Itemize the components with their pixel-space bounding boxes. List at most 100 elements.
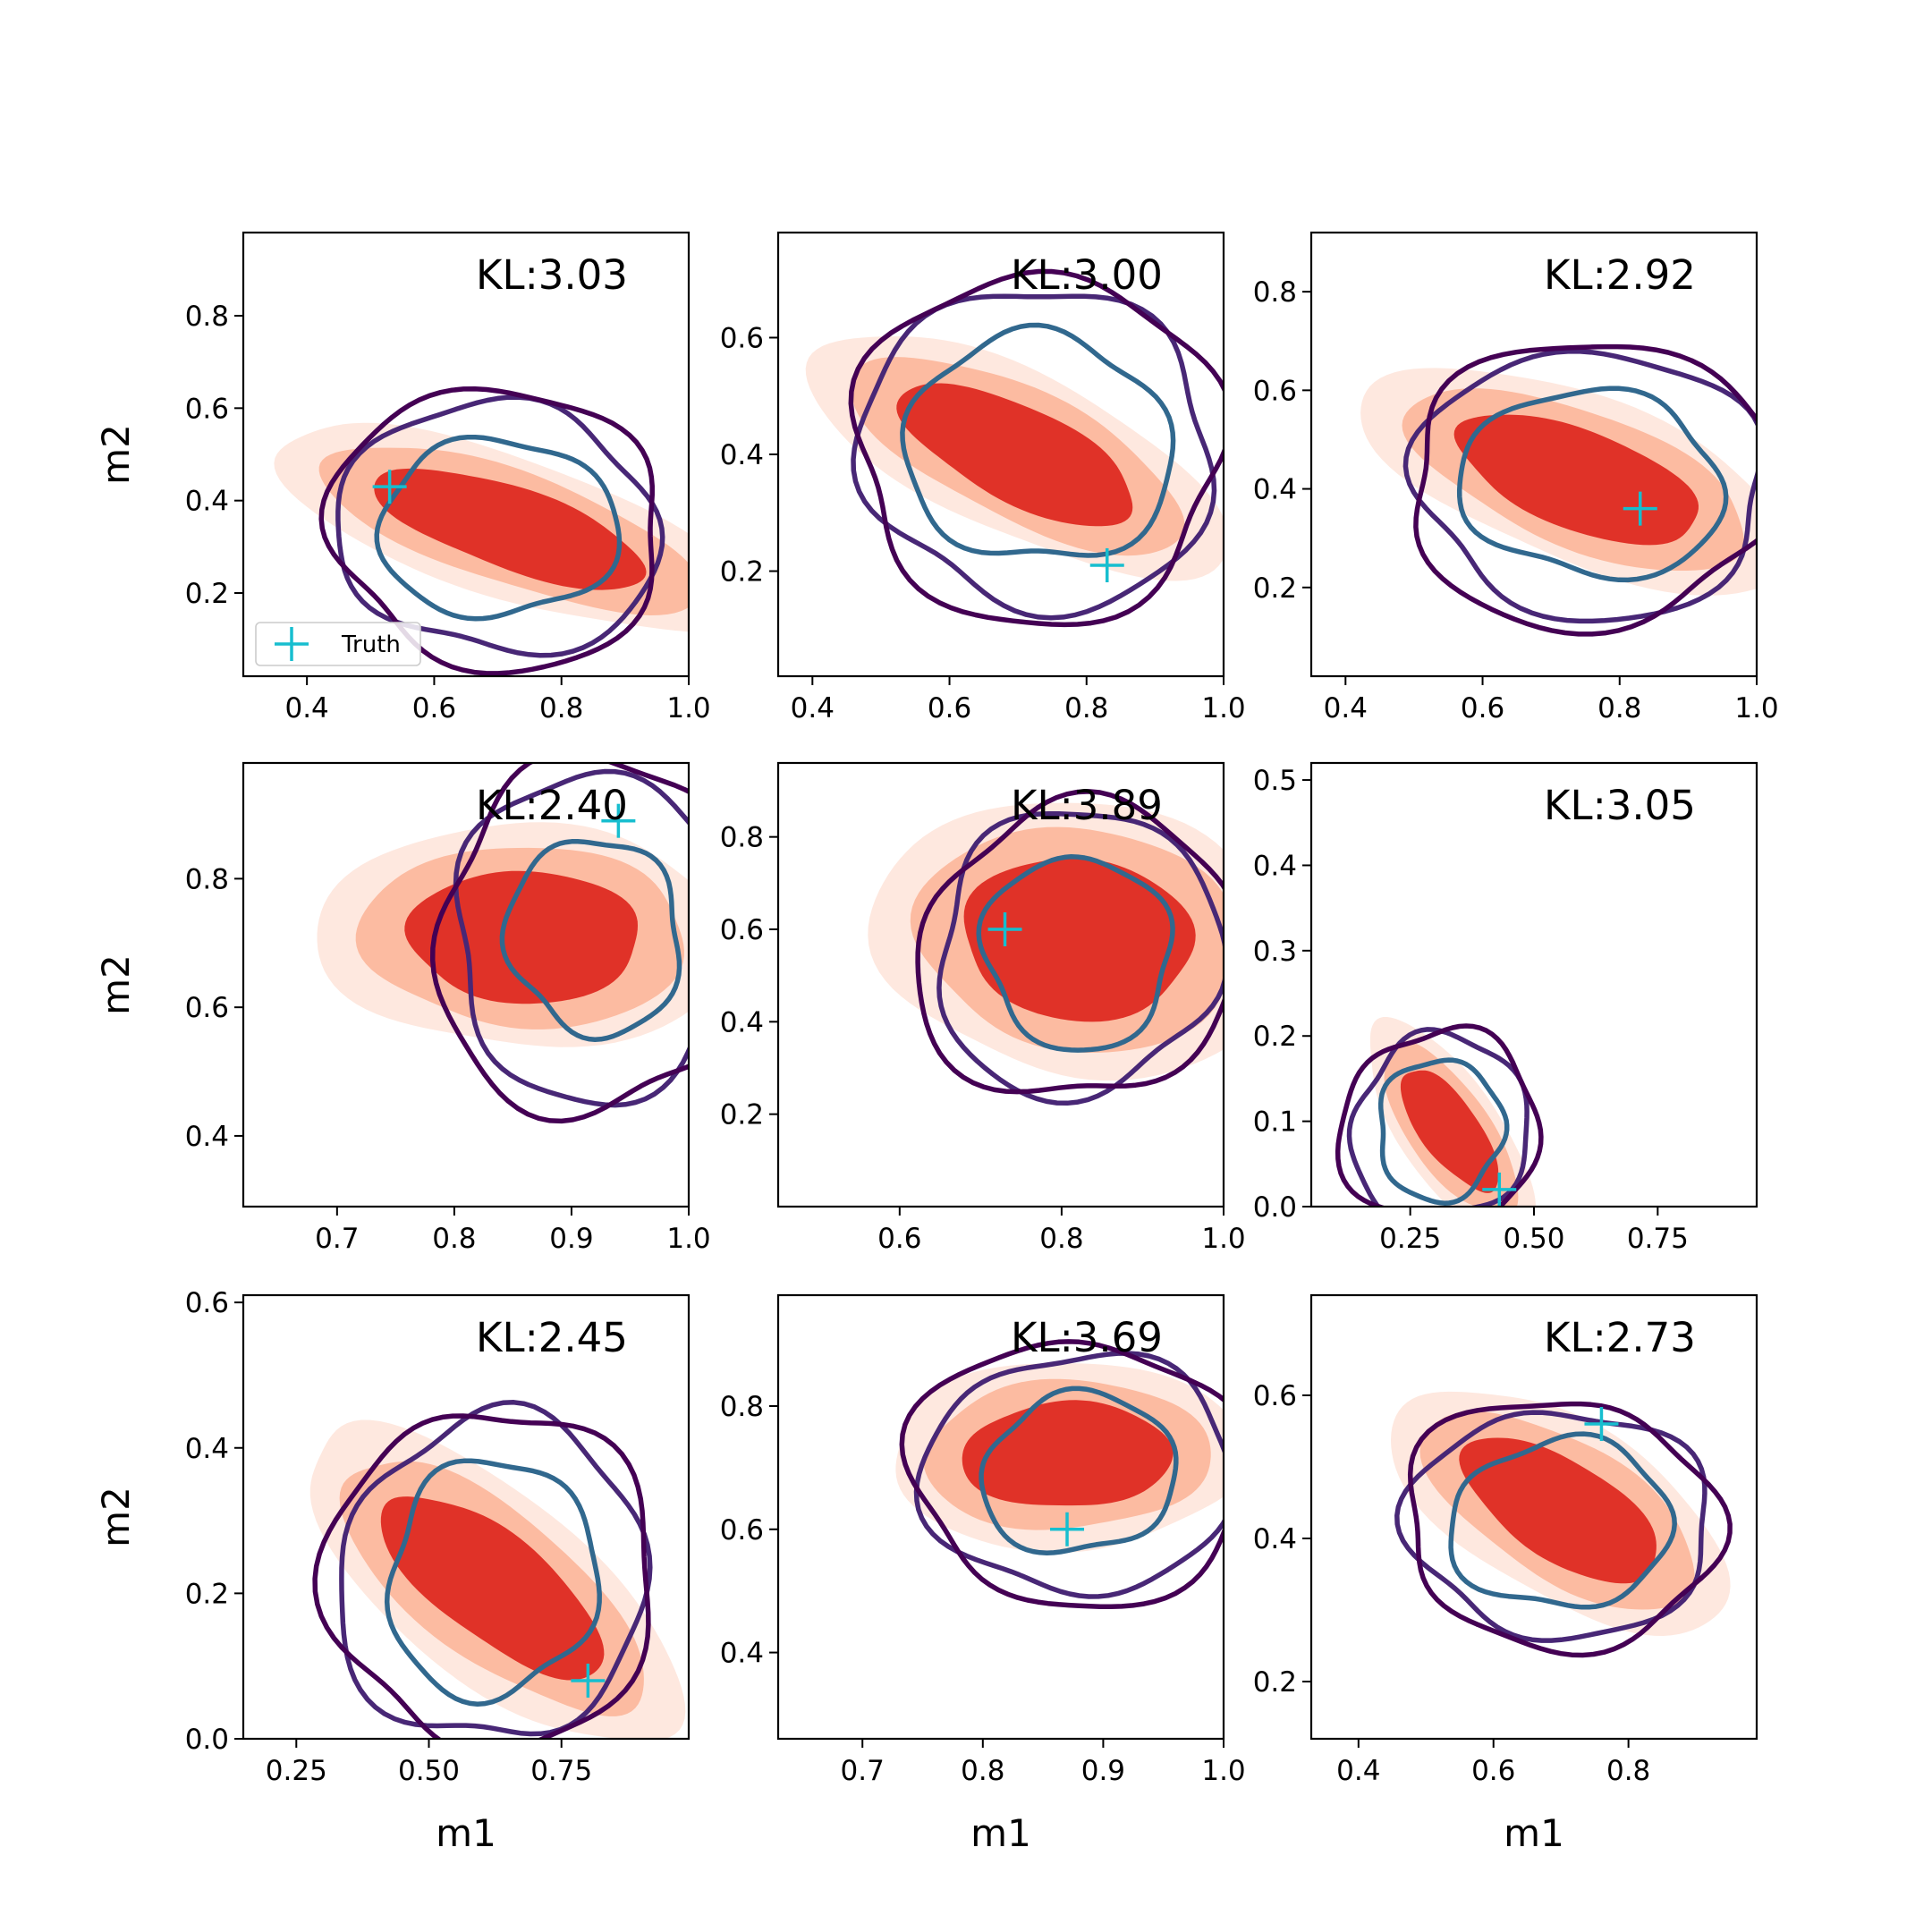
x-tick-label: 0.8 bbox=[1039, 1223, 1083, 1255]
y-tick-label: 0.6 bbox=[185, 1287, 229, 1319]
axes-frame bbox=[1309, 761, 1758, 1208]
kde-core-region bbox=[963, 858, 1196, 1022]
x-tick-label: 0.6 bbox=[877, 1223, 921, 1255]
panel-4: 0.7 0.8 0.9 1.0 0.4 0.6 0.8 KL:2.40 m2 bbox=[94, 761, 711, 1255]
contour-inner-line bbox=[374, 434, 623, 622]
panel-5: 0.6 0.8 1.0 0.2 0.4 0.6 0.8 KL:3.89 bbox=[720, 761, 1246, 1255]
kde-core-region bbox=[1459, 1437, 1657, 1584]
y-tick-label: 0.2 bbox=[720, 1099, 764, 1131]
x-tick-label: 0.6 bbox=[1471, 1755, 1515, 1787]
y-tick-label: 0.2 bbox=[720, 556, 764, 589]
kl-annotation: KL:2.40 bbox=[476, 782, 628, 829]
axes-frame bbox=[242, 761, 691, 1208]
contour-mid-line bbox=[1402, 349, 1757, 624]
y-tick-label: 0.4 bbox=[185, 1121, 229, 1153]
y-tick-label: 0.0 bbox=[185, 1724, 229, 1756]
x-tick-label: 0.8 bbox=[1597, 692, 1641, 724]
truth-marker bbox=[1482, 1172, 1517, 1207]
x-tick-label: 0.50 bbox=[1503, 1223, 1564, 1255]
x-tick-label: 0.6 bbox=[412, 692, 456, 724]
y-tick-label: 0.2 bbox=[185, 578, 229, 610]
contour-inner-line bbox=[384, 1458, 602, 1707]
y-tick-label: 0.4 bbox=[185, 486, 229, 518]
kl-annotation: KL:3.89 bbox=[1011, 782, 1163, 829]
legend-label: Truth bbox=[341, 631, 401, 658]
contour-outer-line bbox=[1413, 343, 1757, 637]
y-tick-label: 0.4 bbox=[1253, 474, 1297, 506]
y-tick-label: 0.6 bbox=[185, 992, 229, 1024]
x-tick-label: 0.7 bbox=[841, 1755, 885, 1787]
contour-inner-line bbox=[976, 854, 1175, 1053]
x-tick-label: 0.8 bbox=[1606, 1755, 1650, 1787]
y-tick-label: 0.4 bbox=[720, 1638, 764, 1670]
contour-outer-line bbox=[312, 1413, 651, 1739]
kl-annotation: KL:3.03 bbox=[476, 251, 628, 299]
kl-annotation: KL:2.73 bbox=[1544, 1314, 1696, 1361]
plot-area bbox=[1391, 1391, 1733, 1658]
kde-core-region bbox=[896, 383, 1133, 527]
plot-area bbox=[274, 386, 689, 676]
contour-outer-line bbox=[318, 386, 655, 676]
x-tick-label: 0.4 bbox=[791, 692, 835, 724]
y-tick-label: 0.0 bbox=[1253, 1191, 1297, 1224]
axes-frame bbox=[1309, 1293, 1758, 1741]
truth-marker bbox=[1584, 1407, 1619, 1441]
y-tick-label: 0.8 bbox=[720, 822, 764, 854]
contour-outer-line bbox=[429, 763, 689, 1124]
legend: Truth bbox=[255, 622, 421, 666]
truth-marker bbox=[987, 912, 1022, 946]
x-tick-label: 0.8 bbox=[539, 692, 583, 724]
truth-marker bbox=[601, 803, 636, 838]
contour-inner-line bbox=[1448, 1431, 1677, 1610]
x-tick-label: 1.0 bbox=[1201, 692, 1245, 724]
x-tick-label: 0.75 bbox=[530, 1755, 592, 1787]
x-tick-label: 0.6 bbox=[928, 692, 971, 724]
contour-inner-line bbox=[979, 1385, 1179, 1555]
x-tick-label: 1.0 bbox=[1201, 1755, 1245, 1787]
x-tick-label: 0.50 bbox=[398, 1755, 460, 1787]
axes-frame bbox=[242, 231, 691, 678]
kde-core-region bbox=[374, 468, 647, 590]
y-tick-label: 0.8 bbox=[185, 301, 229, 333]
x-tick-label: 0.75 bbox=[1627, 1223, 1689, 1255]
y-tick-label: 0.3 bbox=[1253, 936, 1297, 968]
contour-mid-line bbox=[1394, 1410, 1707, 1643]
y-tick-label: 0.4 bbox=[1253, 1523, 1297, 1555]
kl-annotation: KL:3.05 bbox=[1544, 782, 1696, 829]
axes-frame bbox=[1309, 231, 1758, 678]
y-tick-label: 0.8 bbox=[720, 1391, 764, 1423]
y-axis-label: m2 bbox=[94, 1487, 138, 1547]
contour-outer-line bbox=[1407, 1401, 1733, 1658]
axes-frame bbox=[242, 1293, 691, 1741]
truth-marker bbox=[1050, 1512, 1085, 1546]
x-axis-label: m1 bbox=[1504, 1811, 1564, 1855]
y-tick-label: 0.6 bbox=[720, 914, 764, 946]
truth-marker bbox=[372, 470, 407, 504]
plot-area bbox=[317, 763, 689, 1124]
axes-frame bbox=[776, 1293, 1225, 1741]
x-tick-label: 0.4 bbox=[1336, 1755, 1380, 1787]
y-axis-label: m2 bbox=[94, 424, 138, 485]
y-tick-label: 0.6 bbox=[1253, 375, 1297, 407]
kde-core-region bbox=[1453, 414, 1699, 546]
contour-outer-line bbox=[848, 268, 1224, 628]
panel-9: 0.4 0.6 0.8 0.2 0.4 0.6 KL:2.73 m1 bbox=[1253, 1293, 1758, 1855]
x-tick-label: 0.25 bbox=[266, 1755, 327, 1787]
y-tick-label: 0.4 bbox=[185, 1433, 229, 1465]
plot-area bbox=[1335, 1017, 1544, 1207]
panel-2: 0.4 0.6 0.8 1.0 0.2 0.4 0.6 KL:3.00 bbox=[720, 231, 1246, 724]
y-tick-label: 0.2 bbox=[1253, 1021, 1297, 1053]
kl-annotation: KL:3.69 bbox=[1011, 1314, 1163, 1361]
contour-mid-line bbox=[913, 1351, 1224, 1599]
kde-core-region bbox=[404, 870, 638, 1004]
plot-area bbox=[805, 268, 1224, 628]
panel-6: 0.25 0.50 0.75 0.0 0.1 0.2 0.3 0.4 0.5 KL:3.05 bbox=[1253, 761, 1758, 1255]
x-tick-label: 1.0 bbox=[1734, 692, 1778, 724]
y-tick-label: 0.2 bbox=[185, 1578, 229, 1610]
y-tick-label: 0.1 bbox=[1253, 1106, 1297, 1139]
x-tick-label: 0.8 bbox=[432, 1223, 476, 1255]
x-tick-label: 0.9 bbox=[549, 1223, 593, 1255]
kde-core-region bbox=[1400, 1070, 1499, 1193]
kl-annotation: KL:2.45 bbox=[476, 1314, 628, 1361]
truth-marker bbox=[571, 1663, 606, 1698]
